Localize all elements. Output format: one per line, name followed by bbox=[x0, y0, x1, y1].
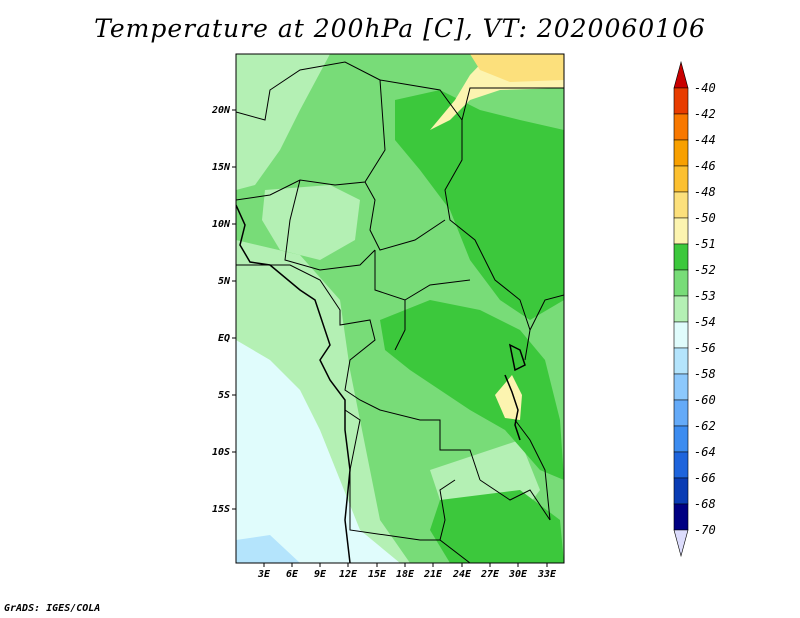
colorbar-segment bbox=[673, 60, 689, 89]
map-title: Temperature at 200hPa [C], VT: 202006010… bbox=[94, 14, 706, 43]
colorbar-segment bbox=[673, 477, 689, 505]
colorbar-label: -53 bbox=[694, 289, 716, 303]
colorbar-label: -50 bbox=[694, 211, 716, 225]
lat-label: 10N bbox=[212, 219, 231, 230]
lon-label: 30E bbox=[508, 569, 528, 580]
colorbar-segment bbox=[673, 373, 689, 401]
colorbar-segment bbox=[673, 165, 689, 193]
colorbar-segment bbox=[673, 425, 689, 453]
colorbar-label: -52 bbox=[694, 263, 716, 277]
colorbar-segment bbox=[673, 295, 689, 323]
lat-label: 5N bbox=[218, 276, 231, 287]
colorbar-label: -60 bbox=[694, 393, 716, 407]
colorbar-segment bbox=[673, 87, 689, 115]
map-frame bbox=[235, 53, 565, 564]
colorbar-segment bbox=[673, 529, 689, 558]
colorbar-label: -68 bbox=[694, 497, 716, 511]
colorbar-label: -44 bbox=[694, 133, 716, 147]
lat-label: 5S bbox=[218, 390, 230, 401]
colorbar: -40 -42 -44 -46 -48 -50 -51 -52 -53 -54 -56 -58 -60 -… bbox=[673, 60, 716, 558]
temperature-field bbox=[236, 54, 564, 563]
lat-label: EQ bbox=[218, 333, 230, 344]
colorbar-segment bbox=[673, 321, 689, 349]
colorbar-label: -58 bbox=[694, 367, 716, 381]
colorbar-label: -56 bbox=[694, 341, 716, 355]
country-borders bbox=[236, 61, 564, 563]
longitude-axis: 3E 6E 9E 12E 15E 18E 21E 24E 27E 30E 33E bbox=[257, 563, 557, 580]
lon-label: 33E bbox=[537, 569, 557, 580]
lon-label: 9E bbox=[314, 569, 327, 580]
colorbar-segment bbox=[673, 191, 689, 219]
colorbar-segment bbox=[673, 347, 689, 375]
lat-label: 10S bbox=[212, 447, 230, 458]
colorbar-segment bbox=[673, 451, 689, 479]
latitude-axis: 20N 15N 10N 5N EQ 5S 10S 15S bbox=[211, 105, 236, 515]
lat-label: 15S bbox=[212, 504, 230, 515]
colorbar-segment bbox=[673, 269, 689, 297]
lon-label: 27E bbox=[480, 569, 500, 580]
colorbar-label: -48 bbox=[694, 185, 716, 199]
colorbar-label: -46 bbox=[694, 159, 716, 173]
colorbar-label: -62 bbox=[694, 419, 716, 433]
lon-label: 24E bbox=[452, 569, 472, 580]
coastline bbox=[236, 204, 526, 563]
colorbar-label: -40 bbox=[694, 81, 716, 95]
colorbar-segment bbox=[673, 243, 689, 271]
colorbar-label: -54 bbox=[694, 315, 716, 329]
lon-label: 21E bbox=[423, 569, 443, 580]
colorbar-label: -66 bbox=[694, 471, 716, 485]
lon-label: 18E bbox=[396, 569, 415, 580]
colorbar-segment bbox=[673, 139, 689, 167]
grads-credit: GrADS: IGES/COLA bbox=[4, 603, 101, 614]
lat-label: 15N bbox=[212, 162, 231, 173]
lon-label: 3E bbox=[257, 569, 271, 580]
colorbar-segment bbox=[673, 113, 689, 141]
lon-label: 12E bbox=[339, 569, 358, 580]
lon-label: 6E bbox=[286, 569, 299, 580]
colorbar-label: -64 bbox=[694, 445, 716, 459]
colorbar-label: -42 bbox=[694, 107, 716, 121]
colorbar-label: -51 bbox=[694, 237, 716, 251]
colorbar-segment bbox=[673, 503, 689, 531]
colorbar-segment bbox=[673, 399, 689, 427]
lat-label: 20N bbox=[211, 105, 231, 116]
colorbar-segment bbox=[673, 217, 689, 245]
colorbar-label: -70 bbox=[694, 523, 716, 537]
lon-label: 15E bbox=[368, 569, 387, 580]
